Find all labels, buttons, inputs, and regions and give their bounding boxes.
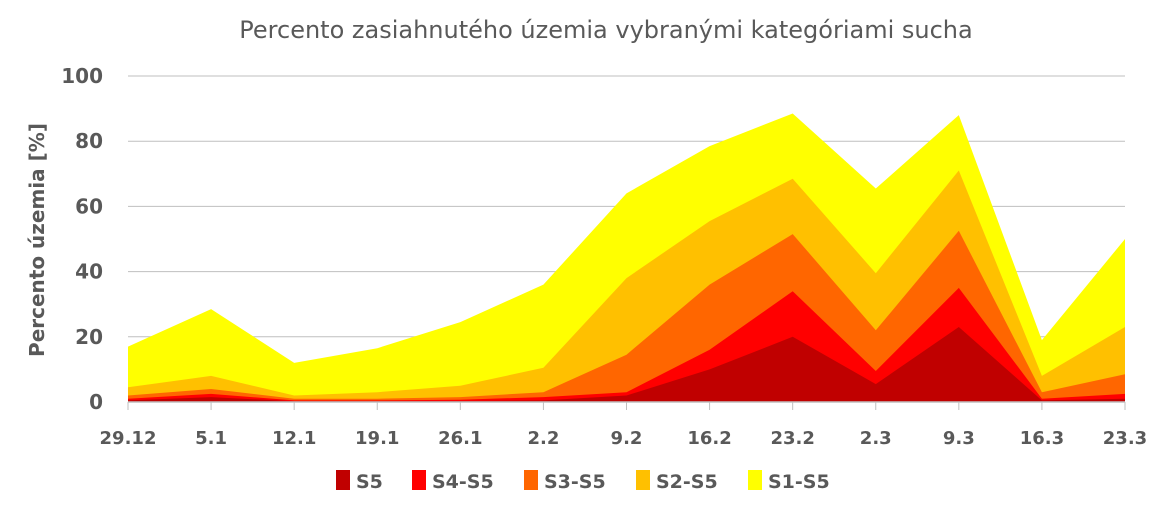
x-tick-label: 9.2 bbox=[611, 428, 643, 449]
area-s3-s5 bbox=[128, 230, 1125, 402]
x-tick-label: 23.2 bbox=[770, 428, 814, 449]
legend-swatch-s4-s5 bbox=[412, 470, 426, 490]
x-tick-label: 29.12 bbox=[100, 428, 157, 449]
x-tick-label: 26.1 bbox=[438, 428, 482, 449]
y-tick-label: 60 bbox=[75, 194, 103, 218]
area-series bbox=[128, 113, 1125, 402]
legend-label-s5: S5 bbox=[356, 471, 383, 493]
x-tick-label: 2.3 bbox=[860, 428, 892, 449]
legend-swatch-s3-s5 bbox=[524, 470, 538, 490]
legend-swatch-s1-s5 bbox=[748, 470, 762, 490]
x-tick-label: 2.2 bbox=[527, 428, 559, 449]
legend-swatch-s5 bbox=[336, 470, 350, 490]
x-tick-label: 16.3 bbox=[1020, 428, 1064, 449]
x-tick-label: 16.2 bbox=[687, 428, 731, 449]
y-tick-label: 100 bbox=[61, 64, 103, 88]
area-s4-s5 bbox=[128, 287, 1125, 402]
y-tick-label: 0 bbox=[89, 390, 103, 414]
x-tick-label: 19.1 bbox=[355, 428, 399, 449]
area-s5 bbox=[128, 327, 1125, 402]
y-tick-label: 80 bbox=[75, 129, 103, 153]
y-axis-label: Percento územia [%] bbox=[25, 123, 49, 357]
y-tick-label: 20 bbox=[75, 325, 103, 349]
legend-label-s1-s5: S1-S5 bbox=[768, 471, 830, 493]
legend-swatch-s2-s5 bbox=[636, 470, 650, 490]
chart-title: Percento zasiahnutého územia vybranými k… bbox=[239, 16, 972, 44]
axes: 0 20 40 60 80 100 29.12 5.1 12.1 19.1 26.1 2.2 9.2 16… bbox=[61, 64, 1147, 449]
y-tick-label: 40 bbox=[75, 260, 103, 284]
legend: S5 S4-S5 S3-S5 S2-S5 S1-S5 bbox=[336, 470, 830, 493]
x-tick-label: 9.3 bbox=[943, 428, 975, 449]
legend-label-s2-s5: S2-S5 bbox=[656, 471, 718, 493]
legend-label-s3-s5: S3-S5 bbox=[544, 471, 606, 493]
legend-label-s4-s5: S4-S5 bbox=[432, 471, 494, 493]
x-tick-label: 12.1 bbox=[272, 428, 316, 449]
x-tick-label: 23.3 bbox=[1103, 428, 1147, 449]
x-tick-label: 5.1 bbox=[195, 428, 227, 449]
